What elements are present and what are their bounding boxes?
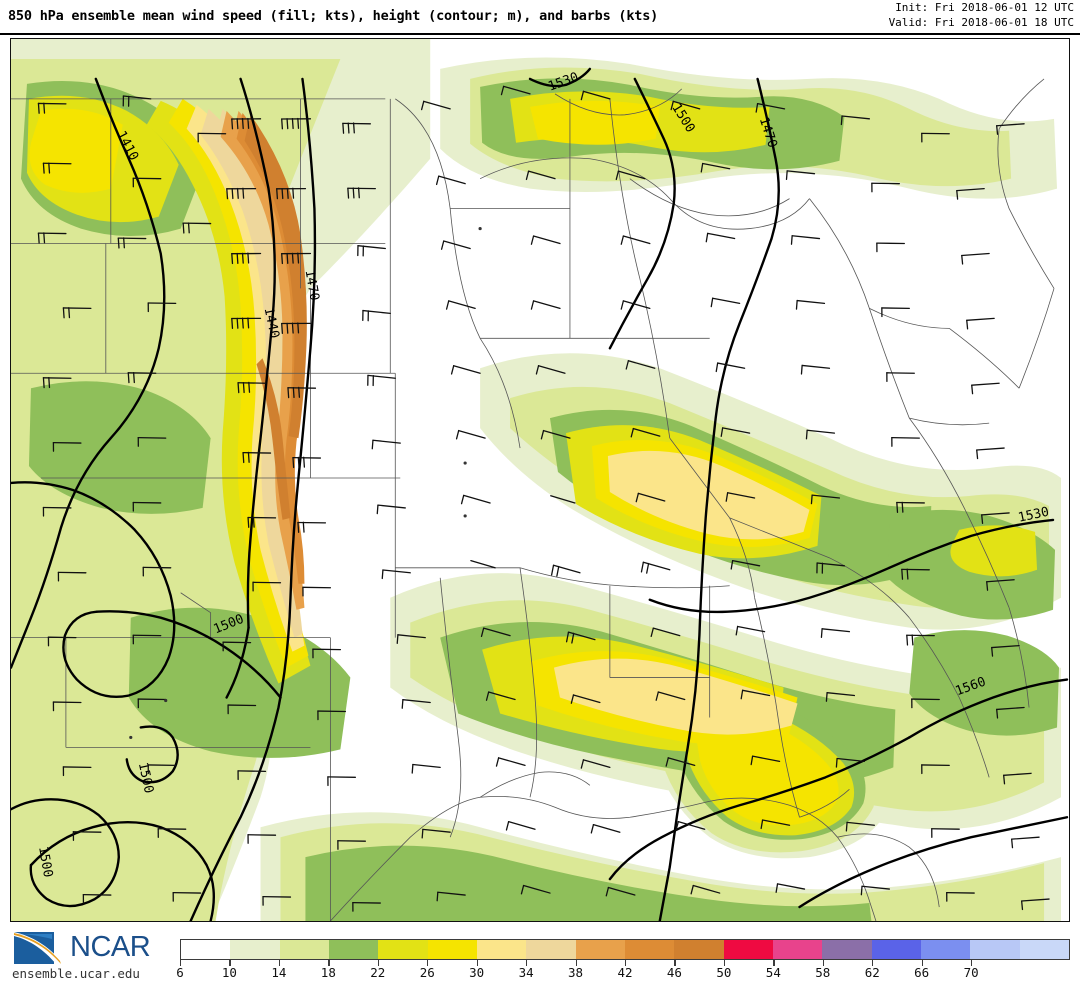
colorbar-segment-0 bbox=[181, 940, 231, 959]
colorbar-ticks bbox=[180, 960, 1070, 966]
weather-map-canvas: 1410 1440 1470 1470 1500 1530 1500 1500 … bbox=[11, 39, 1069, 921]
colorbar-tick-labels: 6 10 14 18 22 26 30 34 38 42 46 50 54 58 62 66 70 bbox=[176, 965, 1070, 983]
colorbar-segment-7 bbox=[526, 940, 576, 959]
contour-label-1500-sw: 1500 bbox=[35, 845, 55, 878]
contour-label-group: 1410 1440 1470 1470 1500 1530 1500 1500 … bbox=[35, 70, 1050, 879]
colorbar-tick-label: 58 bbox=[815, 965, 831, 980]
contour-label-1470-w: 1470 bbox=[302, 269, 322, 302]
colorbar-tick bbox=[229, 960, 231, 966]
colorbar-tick bbox=[625, 960, 627, 966]
map-panel[interactable]: 1410 1440 1470 1470 1500 1530 1500 1500 … bbox=[10, 38, 1070, 922]
valid-time: Valid: Fri 2018-06-01 18 UTC bbox=[888, 15, 1074, 29]
colorbar-tick-label: 70 bbox=[963, 965, 979, 980]
colorbar-tick-label: 66 bbox=[914, 965, 930, 980]
contour-label-1500-loop: 1500 bbox=[135, 761, 156, 795]
ncar-logo-mark bbox=[14, 932, 61, 964]
colorbar-tick bbox=[822, 960, 824, 966]
init-time: Init: Fri 2018-06-01 12 UTC bbox=[895, 1, 1074, 14]
colorbar-segment-3 bbox=[328, 940, 379, 959]
colorbar-tick bbox=[773, 960, 775, 966]
colorbar-tick bbox=[328, 960, 330, 966]
contour-label-1440: 1440 bbox=[261, 306, 282, 340]
ncar-logo[interactable]: NCAR ensemble.ucar.edu bbox=[8, 930, 173, 982]
colorbar-segment-14 bbox=[871, 940, 921, 959]
colorbar-tick bbox=[921, 960, 923, 966]
colorbar-tick bbox=[526, 960, 528, 966]
colorbar[interactable]: 6 10 14 18 22 26 30 34 38 42 46 50 54 58 62 66 70 bbox=[176, 939, 1070, 983]
colorbar-tick bbox=[377, 960, 379, 966]
colorbar-tick-label: 62 bbox=[864, 965, 880, 980]
colorbar-tick-label: 42 bbox=[617, 965, 633, 980]
colorbar-tick bbox=[427, 960, 429, 966]
colorbar-segment-12 bbox=[772, 940, 823, 959]
colorbar-segment-13 bbox=[822, 940, 872, 959]
colorbar-segment-4 bbox=[378, 940, 428, 959]
colorbar-segment-9 bbox=[624, 940, 675, 959]
colorbar-segment-11 bbox=[723, 940, 773, 959]
colorbar-tick-label: 38 bbox=[568, 965, 584, 980]
station-dots bbox=[129, 226, 482, 740]
colorbar-tick-label: 54 bbox=[765, 965, 781, 980]
colorbar-segment-10 bbox=[674, 940, 724, 959]
ncar-url: ensemble.ucar.edu bbox=[12, 966, 140, 981]
colorbar-tick-label: 30 bbox=[469, 965, 485, 980]
contour-label-1530-e: 1530 bbox=[1017, 505, 1051, 526]
colorbar-segment-2 bbox=[279, 940, 329, 959]
colorbar-segment-5 bbox=[427, 940, 477, 959]
colorbar-tick-label: 10 bbox=[221, 965, 237, 980]
colorbar-tick-label: 22 bbox=[370, 965, 386, 980]
colorbar-tick-label: 18 bbox=[320, 965, 336, 980]
ncar-wordmark: NCAR bbox=[70, 931, 151, 963]
colorbar-tick-label: 34 bbox=[518, 965, 534, 980]
colorbar-tick bbox=[674, 960, 676, 966]
header-divider bbox=[0, 33, 1080, 35]
colorbar-segment-15 bbox=[920, 940, 971, 959]
colorbar-swatches[interactable] bbox=[180, 939, 1070, 960]
colorbar-tick-label: 50 bbox=[716, 965, 732, 980]
colorbar-tick bbox=[278, 960, 281, 966]
run-timestamp-block: Init: Fri 2018-06-01 12 UTC Valid: Fri 2… bbox=[889, 1, 1074, 30]
geography-boundaries bbox=[11, 78, 1055, 921]
colorbar-segment-1 bbox=[230, 940, 280, 959]
colorbar-segment-8 bbox=[575, 940, 625, 959]
colorbar-tick bbox=[575, 960, 577, 966]
page-title: 850 hPa ensemble mean wind speed (fill; … bbox=[8, 8, 659, 24]
colorbar-segment-6 bbox=[476, 940, 527, 959]
colorbar-tick-label: 6 bbox=[176, 965, 184, 980]
colorbar-tick bbox=[180, 960, 182, 966]
colorbar-tick bbox=[723, 960, 726, 966]
colorbar-segment-17 bbox=[1019, 940, 1069, 959]
colorbar-tick-label: 14 bbox=[271, 965, 287, 980]
colorbar-tick bbox=[476, 960, 478, 966]
fill-band-42-46 bbox=[244, 114, 307, 520]
colorbar-tick-label: 26 bbox=[419, 965, 435, 980]
height-contours bbox=[11, 67, 1069, 921]
colorbar-segment-16 bbox=[970, 940, 1020, 959]
header-bar: 850 hPa ensemble mean wind speed (fill; … bbox=[0, 0, 1080, 35]
colorbar-tick bbox=[971, 960, 973, 966]
colorbar-tick bbox=[872, 960, 874, 966]
colorbar-tick-label: 46 bbox=[666, 965, 682, 980]
